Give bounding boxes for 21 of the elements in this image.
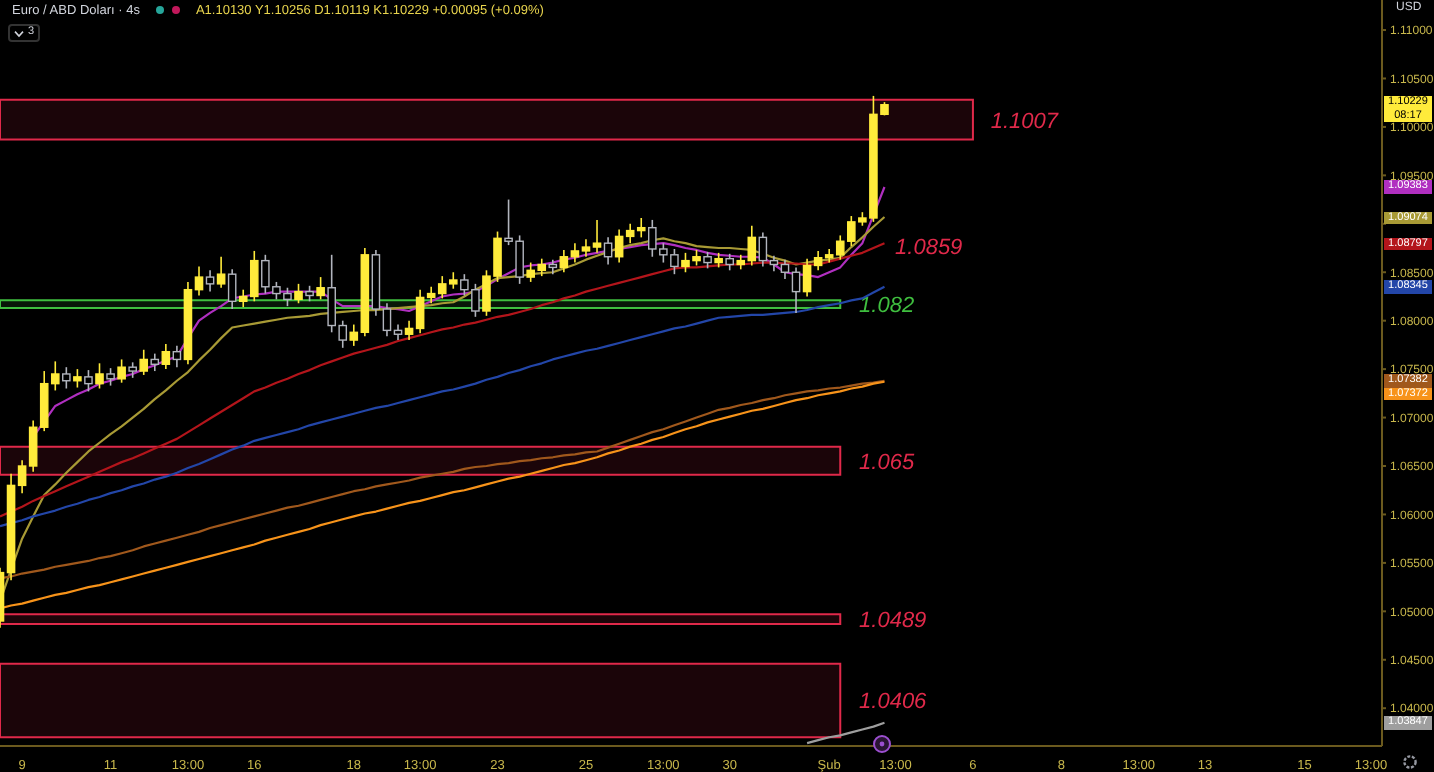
candlestick xyxy=(603,236,613,266)
candlestick xyxy=(216,255,226,289)
band-label: 1.0489 xyxy=(859,609,927,634)
candlestick xyxy=(62,366,71,390)
candlestick xyxy=(316,276,325,301)
candlestick xyxy=(205,269,215,293)
candlestick xyxy=(227,268,237,310)
annotation: 1.0859 xyxy=(895,236,963,260)
band-label: 1.082 xyxy=(859,294,915,319)
candlestick xyxy=(95,362,104,390)
candlestick xyxy=(117,358,126,384)
candlestick xyxy=(161,343,171,370)
candlestick xyxy=(294,283,303,305)
line-series xyxy=(805,721,886,745)
band-label: 1.1007 xyxy=(990,109,1060,134)
candlestick xyxy=(73,368,82,389)
candlestick xyxy=(172,345,182,368)
band-label: 1.0406 xyxy=(859,690,929,715)
candlestick xyxy=(84,369,93,393)
candlestick xyxy=(139,348,149,376)
band-label: 1.065 xyxy=(859,450,916,475)
